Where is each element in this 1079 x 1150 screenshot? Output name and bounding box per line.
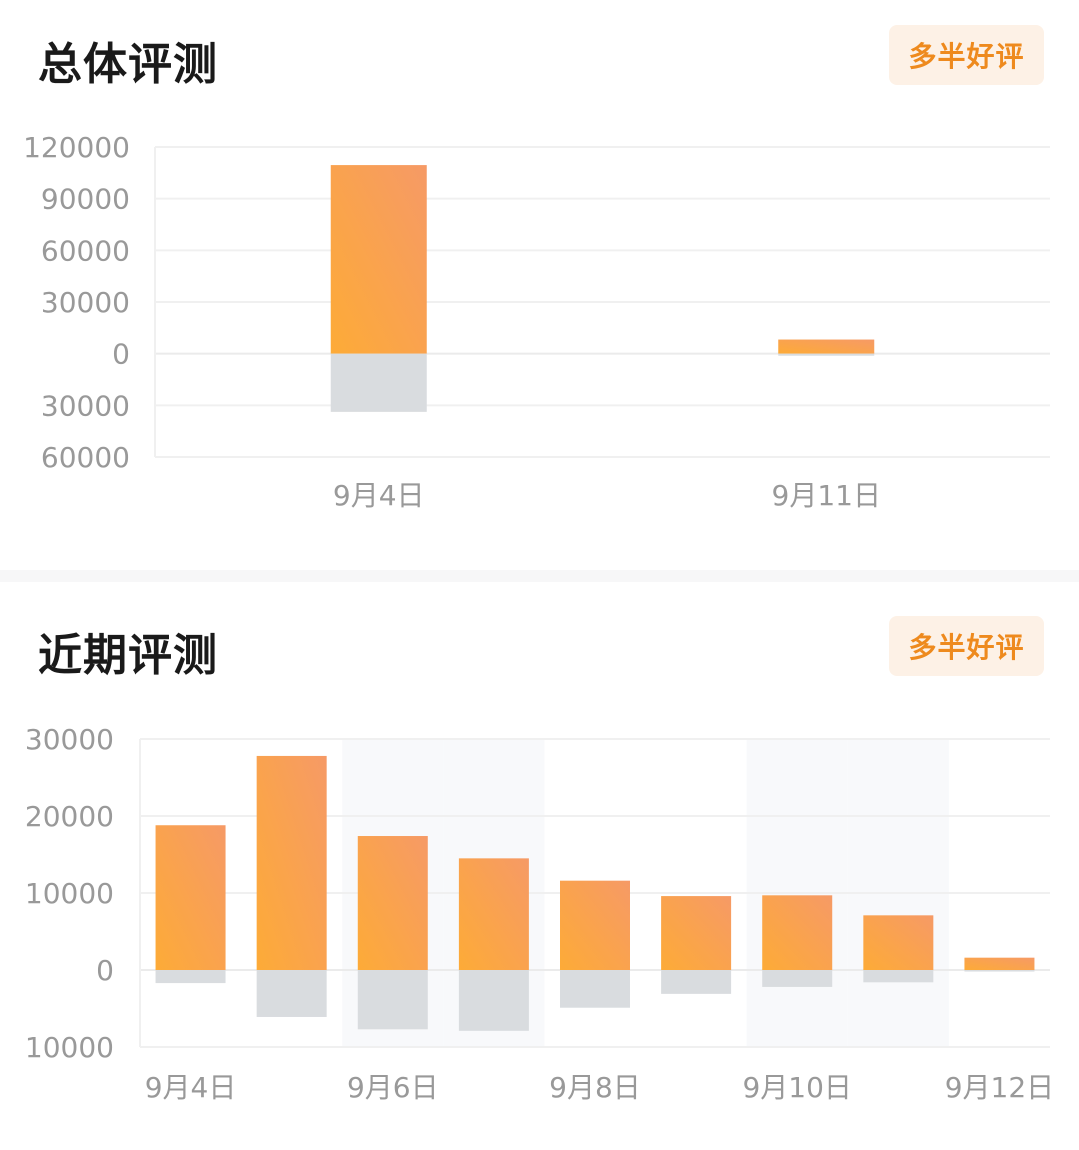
y-tick-label: 20000 — [25, 800, 114, 833]
x-tick-label: 9月4日 — [145, 1071, 237, 1104]
negative-bar — [661, 970, 732, 994]
positive-bar — [778, 339, 875, 354]
positive-bar — [458, 858, 529, 970]
x-tick-label: 9月4日 — [333, 479, 425, 512]
y-tick-label: 60000 — [41, 234, 130, 267]
negative-bar — [357, 970, 428, 1030]
negative-bar — [863, 970, 934, 983]
negative-bar — [778, 353, 875, 356]
y-tick-label: 30000 — [25, 723, 114, 756]
y-tick-label: 60000 — [41, 441, 130, 474]
y-tick-label: 10000 — [25, 1031, 114, 1064]
positive-bar — [762, 895, 833, 970]
negative-bar — [762, 970, 833, 987]
y-tick-label: 10000 — [25, 877, 114, 910]
negative-bar — [155, 970, 226, 984]
y-tick-label: 120000 — [23, 131, 130, 164]
recent-rating-badge: 多半好评 — [889, 616, 1044, 676]
x-tick-label: 9月6日 — [347, 1071, 439, 1104]
y-tick-label: 0 — [112, 338, 130, 371]
positive-bar — [863, 915, 934, 970]
positive-bar — [330, 165, 427, 354]
y-tick-label: 0 — [96, 954, 114, 987]
negative-bar — [256, 970, 327, 1017]
y-tick-label: 30000 — [41, 286, 130, 319]
positive-bar — [661, 896, 732, 970]
positive-bar — [964, 957, 1035, 970]
section-divider — [0, 570, 1079, 582]
positive-bar — [256, 755, 327, 970]
negative-bar — [330, 353, 427, 412]
overall-review-chart: 120000 90000 60000 30000 0 30000 60000 9月4日 9月11… — [23, 131, 1050, 512]
x-tick-label: 9月12日 — [945, 1071, 1054, 1104]
positive-bar — [155, 825, 226, 970]
x-tick-label: 9月11日 — [772, 479, 881, 512]
recent-review-title: 近期评测 — [38, 630, 218, 681]
x-tick-label: 9月10日 — [742, 1071, 851, 1104]
negative-bar — [458, 970, 529, 1031]
negative-bar — [560, 970, 630, 1008]
x-tick-label: 9月8日 — [549, 1071, 641, 1104]
y-tick-label: 90000 — [41, 183, 130, 216]
overall-review-title: 总体评测 — [38, 39, 218, 90]
y-tick-label: 30000 — [41, 389, 130, 422]
negative-bar — [964, 970, 1035, 972]
overall-rating-badge: 多半好评 — [889, 25, 1044, 85]
positive-bar — [560, 880, 630, 970]
positive-bar — [357, 836, 428, 970]
